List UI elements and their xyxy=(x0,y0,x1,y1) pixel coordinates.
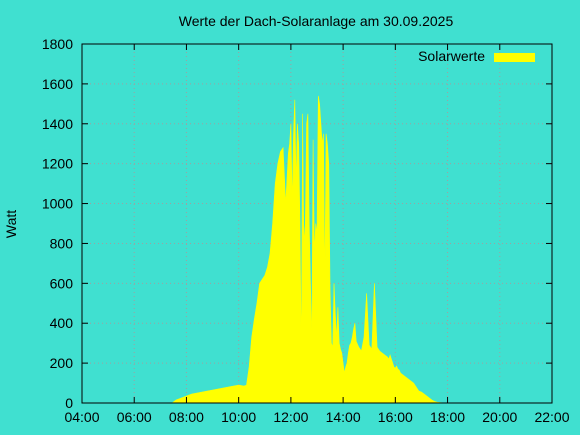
x-tick-label: 14:00 xyxy=(326,409,361,425)
x-tick-label: 06:00 xyxy=(117,409,152,425)
y-tick-label: 1600 xyxy=(42,76,73,92)
series-solarwerte-area xyxy=(171,95,457,404)
y-tick-label: 0 xyxy=(65,395,73,411)
y-axis-label: Watt xyxy=(3,210,19,238)
x-tick-label: 18:00 xyxy=(430,409,465,425)
chart-title: Werte der Dach-Solaranlage am 30.09.2025 xyxy=(179,13,454,29)
x-tick-label: 20:00 xyxy=(482,409,517,425)
legend-swatch xyxy=(494,53,535,62)
plot-frame xyxy=(81,43,553,404)
x-tick-label: 22:00 xyxy=(534,409,569,425)
y-tick-label: 400 xyxy=(50,315,74,331)
y-tick-label: 800 xyxy=(50,235,74,251)
legend-label: Solarwerte xyxy=(418,48,485,64)
legend: Solarwerte xyxy=(418,48,535,64)
y-axis-ticks: 0 200 400 600 800 1000 1200 1400 1600 1800 xyxy=(42,36,552,411)
x-axis-ticks: 04:00 06:00 08:00 10:00 12:00 14:00 16:00 18:00… xyxy=(64,44,570,425)
x-tick-label: 16:00 xyxy=(378,409,413,425)
x-tick-label: 10:00 xyxy=(221,409,256,425)
x-tick-label: 08:00 xyxy=(169,409,204,425)
y-tick-label: 1000 xyxy=(42,196,73,212)
x-tick-label: 12:00 xyxy=(273,409,308,425)
y-tick-label: 1400 xyxy=(42,116,73,132)
y-tick-label: 200 xyxy=(50,355,74,371)
y-tick-label: 600 xyxy=(50,275,74,291)
series-area-layer xyxy=(171,95,457,404)
y-tick-label: 1200 xyxy=(42,156,73,172)
x-tick-label: 04:00 xyxy=(64,409,99,425)
y-tick-label: 1800 xyxy=(42,36,73,52)
